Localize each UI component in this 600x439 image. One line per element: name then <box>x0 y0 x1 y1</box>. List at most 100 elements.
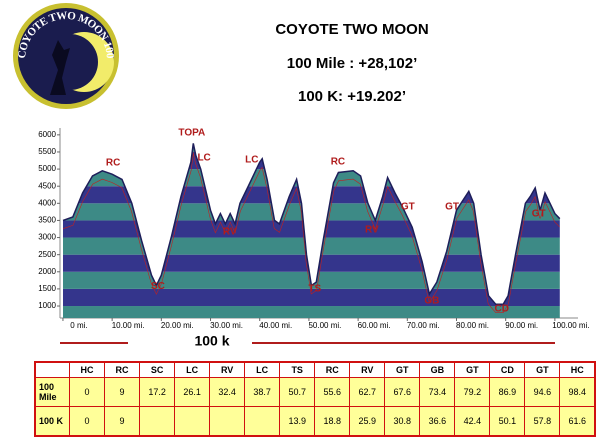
table-cell: 100 K <box>34 406 70 437</box>
logo: COYOTE TWO MOON 100 <box>13 3 119 109</box>
table: HC RC SC LC RV LC TS RC RV GT GB GT CD GT HC 100 Mile 0 9… <box>34 361 596 437</box>
table-cell: 86.9 <box>489 377 526 407</box>
chart-subtitle: 100 k <box>194 333 229 349</box>
y-tick-label: 2000 <box>38 267 56 276</box>
table-cell: RV <box>349 361 386 378</box>
subtitle-k: 100 K: +19.202’ <box>298 88 406 105</box>
table-cell: 9 <box>104 406 141 437</box>
table-cell: 50.7 <box>279 377 316 407</box>
y-tick-label: 4000 <box>38 198 56 207</box>
table-cell: 17.2 <box>139 377 176 407</box>
table-cell: GT <box>524 361 561 378</box>
table-cell: RV <box>209 361 246 378</box>
table-cell: 0 <box>68 406 106 437</box>
table-cell: 73.4 <box>419 377 456 407</box>
table-cell: 18.8 <box>314 406 351 437</box>
table-cell <box>34 361 70 378</box>
table-cell <box>209 406 246 437</box>
table-cell: 42.4 <box>454 406 491 437</box>
y-tick-label: 3000 <box>38 233 56 242</box>
x-tick-label: 100.00 mi. <box>552 321 589 330</box>
table-cell: 36.6 <box>419 406 456 437</box>
table-cell <box>244 406 281 437</box>
annotation: GT <box>445 202 459 213</box>
elevation-band <box>63 151 560 170</box>
y-tick-label: 6000 <box>38 130 56 139</box>
table-cell: 100 Mile <box>34 377 70 407</box>
table-cell: 0 <box>68 377 106 407</box>
annotation: TOPA <box>178 127 205 138</box>
annotation: LC <box>197 152 210 163</box>
annotation: GB <box>424 296 439 307</box>
elevation-profile <box>62 143 561 306</box>
annotation: CD <box>495 304 509 315</box>
elevation-band <box>63 143 560 152</box>
table-cell: 79.2 <box>454 377 491 407</box>
table-cell: 25.9 <box>349 406 386 437</box>
x-tick-label: 90.00 mi. <box>505 321 538 330</box>
table-cell: 61.6 <box>559 406 596 437</box>
subtitle-mile: 100 Mile : +28,102’ <box>287 55 418 72</box>
table-cell: GT <box>384 361 421 378</box>
table-cell <box>174 406 211 437</box>
table-row: 100 K 0 9 13.9 18.8 25.9 30.8 36.6 42.4 50.1 57.8 6… <box>34 406 596 437</box>
table-cell: 62.7 <box>349 377 386 407</box>
y-tick-label: 1500 <box>38 284 56 293</box>
elevation-band <box>63 237 560 255</box>
y-tick-label: 5000 <box>38 164 56 173</box>
table-cell: GT <box>454 361 491 378</box>
table-row: 100 Mile 0 9 17.2 26.1 32.4 38.7 50.7 55.6 62.7 67… <box>34 377 596 407</box>
elevation-band <box>63 186 560 204</box>
x-tick-label: 60.00 mi. <box>358 321 391 330</box>
table-row: HC RC SC LC RV LC TS RC RV GT GB GT CD GT HC <box>34 361 596 378</box>
x-tick-label: 50.00 mi. <box>308 321 341 330</box>
table-cell: TS <box>279 361 316 378</box>
elevation-band <box>63 169 560 187</box>
table-cell: 67.6 <box>384 377 421 407</box>
table-cell: 50.1 <box>489 406 526 437</box>
elevation-band <box>63 288 560 307</box>
title: COYOTE TWO MOON <box>275 21 428 38</box>
y-tick-label: 2500 <box>38 250 56 259</box>
logo-moon-shadow <box>42 34 98 90</box>
y-tick-label: 4500 <box>38 181 56 190</box>
table-cell: 9 <box>104 377 141 407</box>
table-cell: SC <box>139 361 176 378</box>
table-cell: 30.8 <box>384 406 421 437</box>
annotation: RV <box>365 225 379 236</box>
table-cell: RC <box>104 361 141 378</box>
y-tick-label: 5500 <box>38 147 56 156</box>
x-tick-label: 30.00 mi. <box>210 321 243 330</box>
table-cell: HC <box>559 361 596 378</box>
chart: COYOTE TWO MOON 100 COYOTE TWO MOON 100 … <box>13 3 590 349</box>
elevation-band <box>60 128 578 135</box>
elevation-band <box>63 203 560 221</box>
y-tick-label: 1000 <box>38 301 56 310</box>
table-cell: 55.6 <box>314 377 351 407</box>
x-tick-label: 70.00 mi. <box>407 321 440 330</box>
x-tick-label: 10.00 mi. <box>112 321 145 330</box>
annotation: RV <box>223 227 237 238</box>
annotation: GT <box>401 202 415 213</box>
table-cell: GB <box>419 361 456 378</box>
table-cell: RC <box>314 361 351 378</box>
x-tick-label: 80.00 mi. <box>456 321 489 330</box>
table-cell: 13.9 <box>279 406 316 437</box>
logo-coyote <box>50 40 70 95</box>
x-tick-label: 40.00 mi. <box>259 321 292 330</box>
annotation: GT <box>532 209 546 220</box>
x-tick-label: 0 mi. <box>70 321 87 330</box>
table-cell: 94.6 <box>524 377 561 407</box>
table-cell <box>139 406 176 437</box>
elevation-band <box>63 306 560 318</box>
y-tick-label: 3500 <box>38 216 56 225</box>
table-cell: HC <box>68 361 106 378</box>
table-cell: 98.4 <box>559 377 596 407</box>
table-cell: 57.8 <box>524 406 561 437</box>
table-cell: LC <box>174 361 211 378</box>
table-cell: 26.1 <box>174 377 211 407</box>
x-tick-label: 20.00 mi. <box>161 321 194 330</box>
table-cell: CD <box>489 361 526 378</box>
annotation: RC <box>106 158 120 169</box>
